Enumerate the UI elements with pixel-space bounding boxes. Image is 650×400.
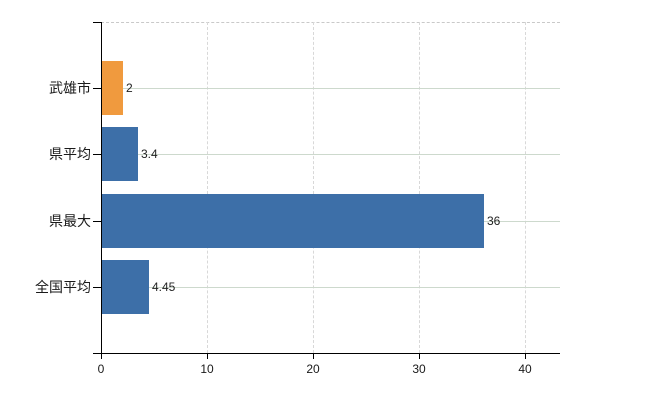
gridline-vertical [525, 22, 526, 353]
gridline-horizontal [101, 88, 560, 89]
gridline-horizontal [101, 154, 560, 155]
x-tick-label: 10 [200, 362, 214, 376]
gridline-horizontal [101, 287, 560, 288]
y-axis [101, 22, 102, 354]
y-axis-top-tick [93, 22, 101, 23]
category-label: 全国平均 [35, 279, 91, 295]
gridline-vertical [207, 22, 208, 353]
category-label: 県平均 [49, 146, 91, 162]
x-axis-tick [419, 353, 420, 359]
y-axis-tick [93, 154, 101, 155]
gridline-vertical [419, 22, 420, 353]
chart-bar [102, 260, 149, 314]
x-axis-tick [101, 353, 102, 359]
y-axis-tick [93, 287, 101, 288]
x-axis-tick [525, 353, 526, 359]
category-label: 県最大 [49, 213, 91, 229]
x-tick-label: 0 [97, 362, 105, 376]
chart-bar [102, 127, 138, 181]
x-tick-label: 20 [306, 362, 320, 376]
value-label: 3.4 [141, 147, 158, 161]
x-axis [93, 353, 560, 354]
x-axis-tick [313, 353, 314, 359]
value-label: 2 [126, 81, 133, 95]
y-axis-tick [93, 221, 101, 222]
x-tick-label: 30 [412, 362, 426, 376]
chart-bar [102, 194, 484, 248]
x-axis-tick [207, 353, 208, 359]
x-tick-label: 40 [518, 362, 532, 376]
plot-top-border [101, 22, 560, 23]
gridline-vertical [313, 22, 314, 353]
chart-bar [102, 61, 123, 115]
y-axis-tick [93, 88, 101, 89]
category-label: 武雄市 [49, 80, 91, 96]
value-label: 4.45 [152, 280, 176, 294]
value-label: 36 [487, 214, 501, 228]
